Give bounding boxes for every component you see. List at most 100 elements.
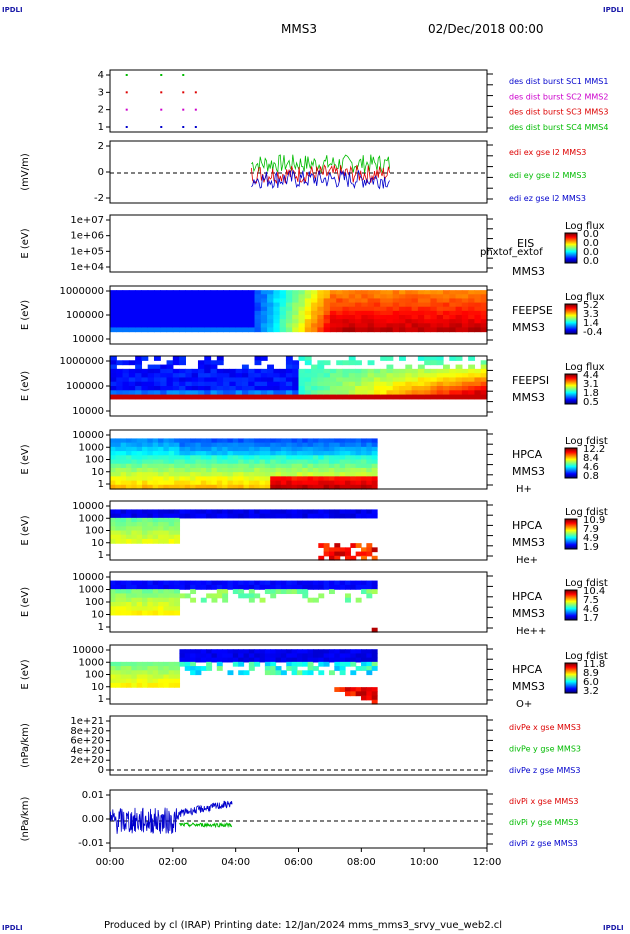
feepse-panel-cell: [449, 302, 457, 308]
feepsi-panel-cell: [216, 386, 224, 391]
hpca-h-panel-cell: [120, 459, 127, 465]
hpca-he-panel-cell: [158, 522, 165, 527]
feepse-panel-cell: [210, 298, 218, 304]
hpca-he-panel-cbar-cell: [565, 535, 577, 537]
hpca-o-panel-cell: [264, 653, 271, 659]
feepse-panel-cell: [285, 298, 293, 304]
feepsi-panel-cbar-cell: [565, 382, 577, 384]
feepsi-panel-cell: [461, 386, 469, 391]
hpca-h-panel-spacecraft-label: MMS3: [512, 465, 545, 478]
feepse-panel-cell: [260, 290, 268, 295]
hpca-h-panel-cbar-cell: [565, 457, 577, 459]
feepsi-panel-cell: [197, 360, 205, 366]
hpca-h-panel-cell: [184, 467, 191, 473]
hpca-o-panel-cell: [147, 666, 154, 671]
hpca-h-panel-cell: [227, 459, 234, 465]
hpca-h-panel-cell: [328, 472, 335, 477]
hpca-hepp-panel-cell: [200, 580, 207, 586]
feepse-panel-cell: [273, 290, 281, 295]
hpca-hepp-panel-cell: [168, 593, 175, 599]
hpca-o-panel-cell: [254, 653, 261, 659]
hpca-hepp-panel-cell: [163, 580, 170, 586]
hpca-h-panel-cell: [355, 484, 362, 490]
feepse-panel-cell: [311, 290, 318, 295]
hpca-he-panel-instrument-label: HPCA: [512, 519, 543, 532]
hpca-o-panel-cbar-cell: [565, 668, 577, 670]
hpca-h-panel-cbar-cell: [565, 466, 577, 468]
hpca-he-panel-cell: [371, 509, 378, 515]
hpca-o-panel-cell: [152, 666, 159, 671]
hpca-o-panel-cell: [248, 666, 255, 671]
hpca-h-panel-cell: [126, 484, 132, 490]
feepsi-panel-cell: [323, 368, 331, 374]
hpca-h-panel-cell: [302, 455, 309, 461]
hpca-o-panel-cell: [264, 649, 271, 655]
feepse-panel-cell: [141, 298, 149, 304]
hpca-h-panel-cell: [264, 446, 271, 452]
feepsi-panel-cell: [160, 364, 168, 370]
feepse-panel-cell: [135, 319, 143, 324]
hpca-he-panel-cell: [136, 534, 143, 540]
feepsi-panel-cell: [405, 390, 413, 396]
hpca-h-panel-cell: [158, 463, 165, 469]
feepse-panel-cell: [304, 327, 312, 333]
feepse-panel-cell: [292, 306, 300, 312]
hpca-h-panel-cell: [307, 451, 314, 456]
hpca-h-panel-cell: [163, 442, 170, 448]
hpca-o-panel-spacecraft-label: MMS3: [512, 680, 545, 693]
feepse-panel-cell: [273, 294, 281, 300]
feepse-panel-cell: [461, 315, 469, 320]
feepse-panel-cbar-cell: [565, 330, 577, 332]
feepse-panel-cell: [304, 298, 312, 304]
feepse-panel-cell: [122, 290, 130, 295]
feepsi-panel-cell: [348, 394, 356, 400]
feepse-panel-cell: [392, 302, 400, 308]
feepsi-panel-cell: [191, 394, 199, 400]
hpca-o-panel-cell: [206, 649, 213, 655]
hpca-h-panel-cell: [339, 442, 346, 448]
feepsi-panel-cell: [317, 386, 325, 391]
hpca-h-panel-cell: [254, 484, 261, 490]
hpca-h-panel-cell: [270, 455, 277, 461]
hpca-o-panel-cell: [307, 657, 314, 663]
feepsi-panel-cell: [461, 368, 469, 374]
feepsi-panel-cell: [361, 394, 369, 400]
hpca-h-panel-ytick-label: 10: [91, 467, 104, 478]
feepsi-panel-cell: [191, 377, 199, 383]
feepse-panel-cell: [110, 306, 117, 312]
hpca-h-panel-cell: [190, 463, 197, 469]
hpca-h-panel-cell: [110, 484, 116, 490]
edi-panel-ytick-label: 2: [98, 141, 104, 152]
hpca-o-panel-cell: [371, 653, 378, 659]
hpca-h-panel-cell: [366, 446, 373, 452]
hpca-h-panel-cell: [307, 459, 314, 465]
feepse-panel-cbar-cell: [565, 304, 577, 306]
hpca-h-panel-cell: [323, 442, 330, 448]
hpca-he-panel-cell: [158, 517, 165, 523]
eis-panel-cbar-cell: [565, 250, 577, 252]
feepse-panel-cell: [405, 323, 413, 329]
eis-panel-cbar-cell: [565, 238, 577, 240]
corner-label-bottom-left: IPDLI: [2, 924, 23, 932]
hpca-he-panel-cell: [318, 509, 325, 515]
feepse-panel-cell: [336, 319, 344, 324]
hpca-h-panel-cell: [280, 480, 287, 486]
hpca-o-panel-cell: [318, 661, 325, 667]
hpca-o-panel-cell: [350, 661, 357, 667]
hpca-o-panel-cell: [328, 657, 335, 663]
feepse-panel-cell: [235, 306, 243, 312]
feepsi-panel-cell: [355, 368, 362, 374]
hpca-he-panel-cbar-cell: [565, 524, 577, 526]
feepse-panel-cell: [405, 294, 413, 300]
edi-panel-legend-entry: edi ex gse l2 MMS3: [509, 148, 586, 157]
feepse-panel-cell: [355, 319, 362, 324]
feepse-panel-cell: [461, 310, 469, 316]
feepse-panel-cell: [323, 302, 331, 308]
feepsi-panel-cell: [141, 368, 149, 374]
feepse-panel-cell: [254, 294, 262, 300]
hpca-he-panel-cell: [126, 534, 132, 540]
edi-series-line: [251, 154, 390, 174]
feepsi-panel-cbar-cell: [565, 388, 577, 390]
hpca-h-panel-cell: [179, 442, 186, 448]
feepsi-panel-cell: [179, 394, 186, 400]
